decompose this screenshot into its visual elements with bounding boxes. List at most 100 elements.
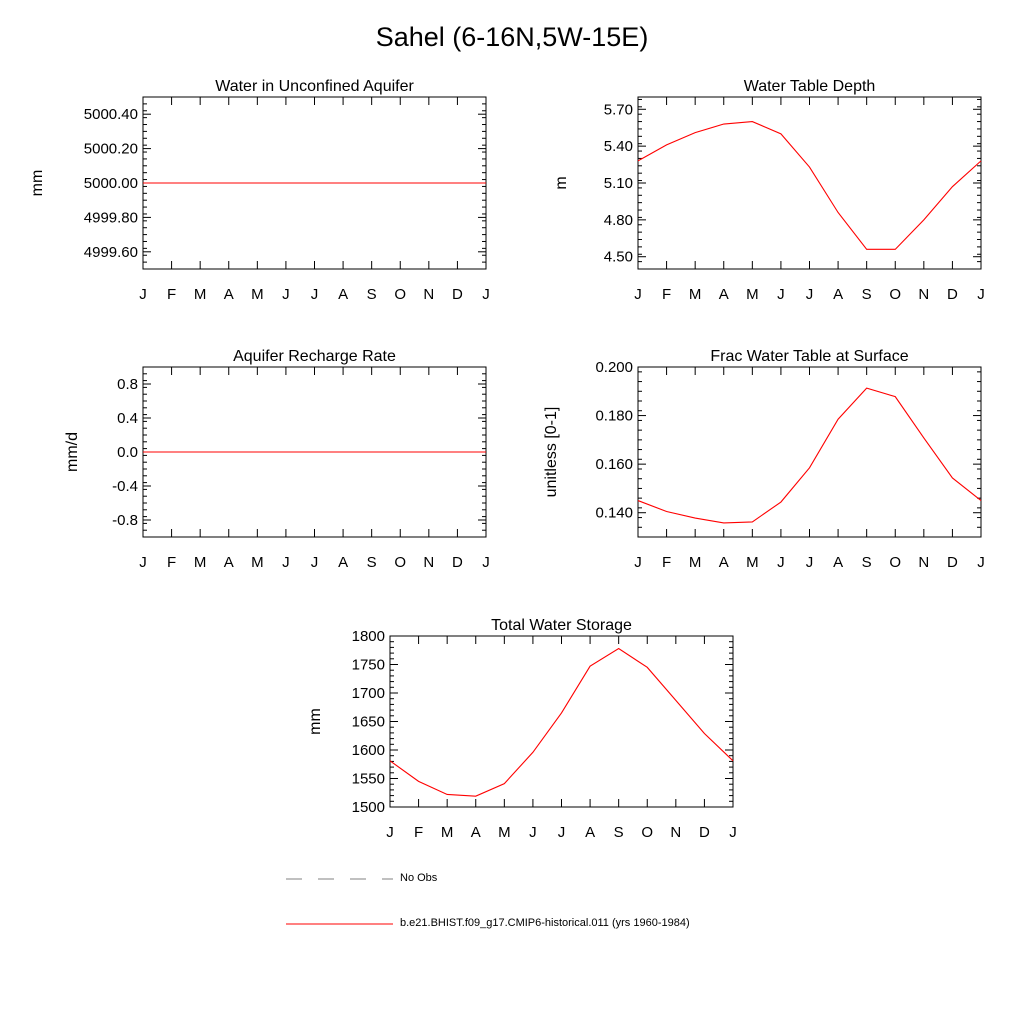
x-tick-label: D — [452, 286, 463, 303]
y-tick-label: 1800 — [352, 628, 385, 645]
x-tick-label: A — [224, 554, 234, 571]
x-tick-label: J — [977, 554, 985, 571]
x-tick-label: A — [833, 554, 843, 571]
x-tick-label: J — [777, 286, 785, 303]
x-tick-label: J — [386, 824, 394, 841]
x-tick-label: M — [498, 824, 511, 841]
x-tick-label: J — [139, 286, 147, 303]
legend-obs-label: No Obs — [400, 872, 438, 884]
x-tick-label: O — [889, 554, 901, 571]
y-axis-label: mm — [29, 170, 46, 197]
x-tick-label: F — [167, 554, 176, 571]
x-tick-label: J — [282, 554, 290, 571]
x-tick-label: N — [918, 286, 929, 303]
x-tick-label: J — [482, 286, 490, 303]
x-tick-label: F — [662, 554, 671, 571]
y-tick-label: 1700 — [352, 685, 385, 702]
panel-title: Total Water Storage — [491, 617, 632, 634]
x-tick-label: O — [889, 286, 901, 303]
panel-title: Aquifer Recharge Rate — [233, 348, 396, 365]
x-tick-label: M — [194, 286, 207, 303]
y-tick-label: 0.200 — [595, 359, 633, 376]
x-tick-label: O — [394, 554, 406, 571]
y-tick-label: 4.50 — [604, 249, 633, 266]
series-line-wtdepth — [637, 121, 982, 250]
y-tick-label: 4999.80 — [84, 209, 138, 226]
x-tick-label: A — [338, 286, 348, 303]
x-tick-label: J — [529, 824, 537, 841]
y-axis-label: unitless [0-1] — [543, 407, 560, 498]
x-tick-label: J — [806, 554, 814, 571]
y-tick-label: 5.70 — [604, 101, 633, 118]
x-tick-label: J — [634, 286, 642, 303]
x-tick-label: A — [224, 286, 234, 303]
y-axis-label: mm/d — [64, 432, 81, 472]
series-line-tws — [389, 647, 734, 797]
x-tick-label: N — [423, 554, 434, 571]
x-tick-label: O — [394, 286, 406, 303]
plot-frame — [637, 366, 982, 538]
x-tick-label: J — [558, 824, 566, 841]
y-tick-label: -0.4 — [112, 478, 138, 495]
x-tick-label: D — [947, 286, 958, 303]
x-tick-label: J — [482, 554, 490, 571]
x-tick-label: O — [641, 824, 653, 841]
x-tick-label: N — [423, 286, 434, 303]
y-axis-label: m — [553, 176, 570, 189]
x-tick-label: A — [719, 554, 729, 571]
plot-frame — [637, 96, 982, 270]
panel-fracwt: Frac Water Table at Surface unitless [0-1… — [543, 348, 985, 571]
y-tick-label: 1750 — [352, 657, 385, 674]
x-tick-label: A — [338, 554, 348, 571]
x-tick-label: M — [689, 286, 702, 303]
y-tick-label: 4999.60 — [84, 244, 138, 261]
y-tick-label: 5000.00 — [84, 175, 138, 192]
x-tick-label: S — [862, 554, 872, 571]
x-tick-label: J — [777, 554, 785, 571]
x-tick-label: N — [670, 824, 681, 841]
x-tick-label: M — [441, 824, 454, 841]
y-tick-label: 0.0 — [117, 444, 138, 461]
x-tick-label: S — [862, 286, 872, 303]
x-tick-label: M — [746, 554, 759, 571]
y-tick-label: 1650 — [352, 714, 385, 731]
legend-model-label: b.e21.BHIST.f09_g17.CMIP6-historical.011… — [400, 917, 690, 929]
panel-title: Water Table Depth — [744, 78, 876, 95]
y-tick-label: 5.10 — [604, 175, 633, 192]
y-tick-label: 1550 — [352, 771, 385, 788]
x-tick-label: A — [833, 286, 843, 303]
y-tick-label: 4.80 — [604, 212, 633, 229]
y-tick-label: 5000.40 — [84, 106, 138, 123]
y-tick-label: -0.8 — [112, 512, 138, 529]
x-tick-label: N — [918, 554, 929, 571]
panel-title: Water in Unconfined Aquifer — [215, 78, 414, 95]
x-tick-label: M — [251, 554, 264, 571]
x-tick-label: F — [662, 286, 671, 303]
plot-frame — [389, 635, 734, 808]
x-tick-label: J — [977, 286, 985, 303]
x-tick-label: J — [311, 554, 319, 571]
x-tick-label: J — [282, 286, 290, 303]
x-tick-label: D — [947, 554, 958, 571]
y-tick-label: 5.40 — [604, 138, 633, 155]
x-tick-label: A — [719, 286, 729, 303]
x-tick-label: S — [367, 286, 377, 303]
y-tick-label: 0.4 — [117, 410, 138, 427]
x-tick-label: M — [194, 554, 207, 571]
panel-title: Frac Water Table at Surface — [710, 348, 908, 365]
y-tick-label: 1600 — [352, 742, 385, 759]
x-tick-label: F — [414, 824, 423, 841]
x-tick-label: J — [311, 286, 319, 303]
series-line-fracwt — [637, 387, 982, 524]
y-axis-label: mm — [307, 708, 324, 735]
y-tick-label: 0.140 — [595, 505, 633, 522]
x-tick-label: J — [729, 824, 737, 841]
x-tick-label: F — [167, 286, 176, 303]
y-tick-label: 5000.20 — [84, 141, 138, 158]
x-tick-label: D — [699, 824, 710, 841]
x-tick-label: S — [614, 824, 624, 841]
y-tick-label: 1500 — [352, 799, 385, 816]
x-tick-label: M — [251, 286, 264, 303]
